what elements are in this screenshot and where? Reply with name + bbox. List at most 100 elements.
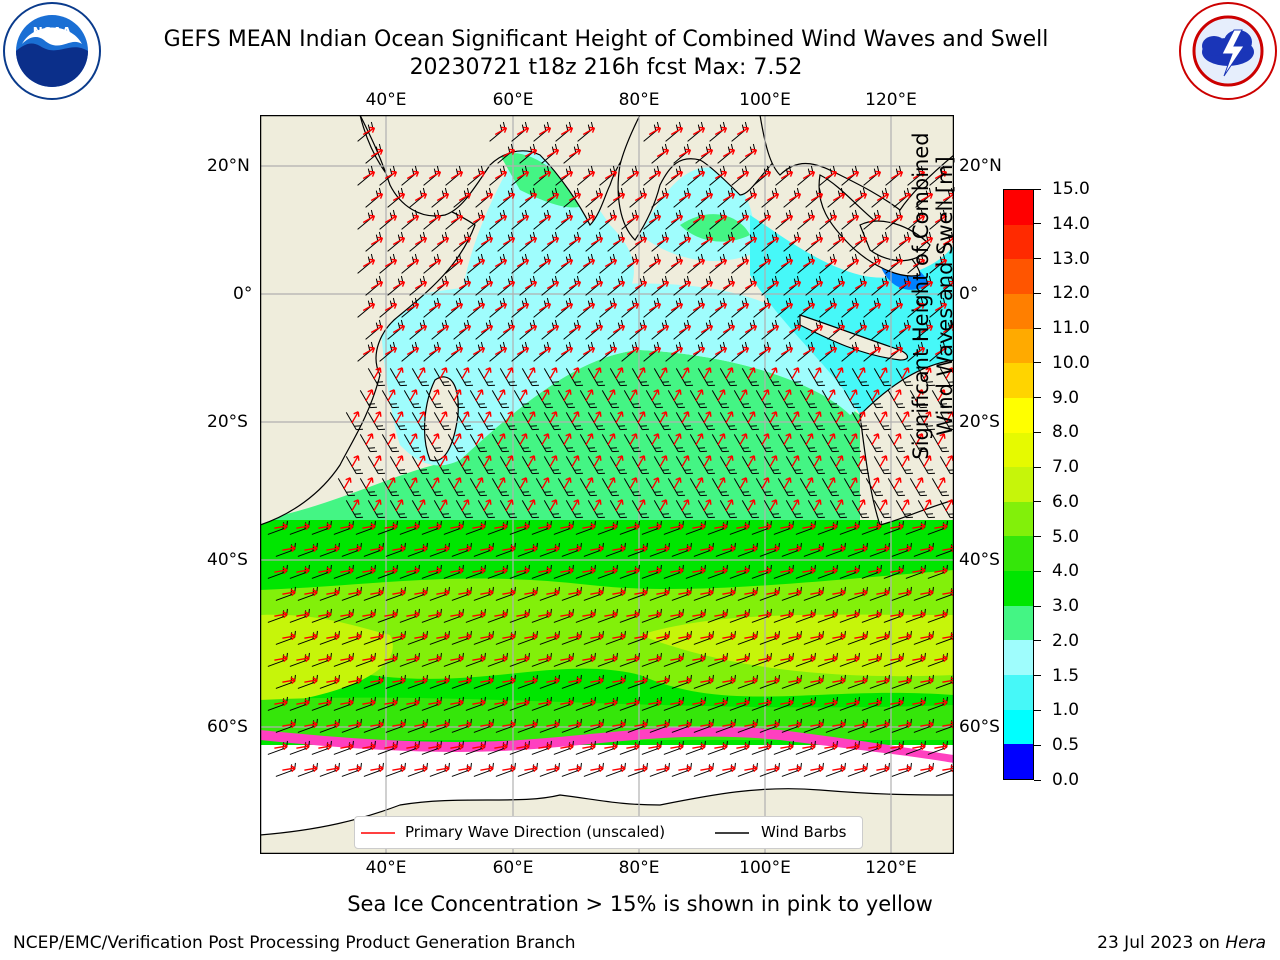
wind-barb: [931, 390, 949, 409]
wave-arrow: [854, 765, 868, 773]
colorbar-tick-label: 6.0: [1052, 491, 1080, 512]
wave-arrow: [282, 677, 296, 685]
wave-arrow: [678, 192, 692, 202]
wind-barb: [469, 390, 487, 409]
wave-arrow: [560, 743, 574, 751]
colorbar-tick-label: 3.0: [1052, 596, 1080, 617]
wave-arrow: [296, 567, 310, 575]
wave-arrow: [744, 280, 758, 290]
wave-arrow: [472, 170, 486, 180]
wave-arrow: [695, 433, 704, 446]
wave-arrow: [783, 389, 792, 402]
wave-arrow: [810, 765, 824, 773]
wave-arrow: [304, 633, 318, 641]
wave-arrow: [296, 743, 310, 751]
wave-arrow: [582, 126, 596, 136]
wave-arrow: [634, 324, 648, 334]
wave-arrow: [832, 192, 846, 202]
wind-barb: [587, 368, 605, 387]
colorbar-band: [1004, 397, 1033, 434]
wind-barb: [711, 390, 729, 409]
wave-arrow: [409, 389, 418, 402]
wave-arrow: [428, 523, 442, 531]
title-line-2: 20230721 t18z 216h fcst Max: 7.52: [409, 55, 803, 80]
wave-arrow: [854, 589, 868, 597]
wave-arrow: [318, 523, 332, 531]
wave-arrow: [362, 346, 376, 356]
wave-arrow: [890, 655, 904, 663]
wave-arrow: [722, 589, 736, 597]
wave-arrow: [370, 236, 384, 246]
wave-arrow: [879, 367, 888, 380]
wave-arrow: [524, 677, 538, 685]
wave-arrow: [593, 411, 602, 424]
wave-arrow: [678, 633, 692, 641]
wind-barb: [345, 412, 363, 431]
wind-barb: [565, 412, 583, 431]
wave-arrow: [497, 433, 506, 446]
wave-arrow: [590, 633, 604, 641]
wave-arrow: [392, 236, 406, 246]
wave-arrow: [802, 302, 816, 312]
wave-arrow: [629, 389, 638, 402]
wave-arrow: [428, 258, 442, 268]
wave-arrow: [747, 455, 756, 468]
colorbar-tick-mark: [1034, 744, 1041, 746]
wind-barb: [543, 412, 561, 431]
wave-arrow: [318, 611, 332, 619]
wave-arrow: [868, 567, 882, 575]
wave-arrow: [920, 545, 934, 553]
wave-arrow: [436, 324, 450, 334]
colorbar-tick-label: 1.5: [1052, 665, 1080, 686]
wave-arrow: [678, 765, 692, 773]
wave-arrow: [791, 367, 800, 380]
wave-arrow: [604, 611, 618, 619]
wave-arrow: [568, 280, 582, 290]
wave-arrow: [725, 455, 734, 468]
wind-barb: [865, 434, 883, 453]
wave-arrow: [568, 633, 582, 641]
ocean-band-6-7-east: [640, 614, 954, 677]
wave-arrow: [857, 499, 866, 512]
arabian-sea-green: [500, 153, 590, 208]
wave-arrow: [788, 545, 802, 553]
wave-arrow: [758, 258, 772, 268]
wind-barb: [411, 456, 429, 475]
wave-arrow: [590, 677, 604, 685]
wave-arrow: [568, 236, 582, 246]
wave-arrow: [436, 765, 450, 773]
wave-arrow: [612, 765, 626, 773]
wave-arrow: [637, 411, 646, 424]
wave-arrow: [722, 633, 736, 641]
wave-arrow: [656, 677, 670, 685]
wave-arrow: [417, 499, 426, 512]
wave-arrow: [519, 389, 528, 402]
wave-arrow: [538, 743, 552, 751]
wave-arrow: [736, 655, 750, 663]
wave-arrow: [450, 346, 464, 356]
wind-barb: [601, 434, 619, 453]
wave-arrow: [571, 455, 580, 468]
wave-arrow: [458, 721, 472, 729]
wave-arrow: [340, 655, 354, 663]
wave-arrow: [656, 148, 670, 158]
wave-arrow: [524, 324, 538, 334]
arabian-sea: [460, 145, 634, 305]
wave-arrow: [714, 699, 728, 707]
noaa-logo: NOAA: [3, 2, 101, 100]
wave-arrow: [937, 477, 946, 490]
wave-arrow: [736, 214, 750, 224]
wave-arrow: [593, 455, 602, 468]
wave-arrow: [717, 477, 726, 490]
wave-arrow: [758, 523, 772, 531]
wave-arrow: [450, 170, 464, 180]
wave-arrow: [854, 677, 868, 685]
wave-arrow: [615, 499, 624, 512]
wave-arrow: [854, 192, 868, 202]
wave-arrow: [516, 302, 530, 312]
wave-arrow: [744, 721, 758, 729]
wave-arrow: [362, 258, 376, 268]
wave-arrow: [893, 433, 902, 446]
wave-arrow: [549, 499, 558, 512]
wave-arrow: [502, 677, 516, 685]
